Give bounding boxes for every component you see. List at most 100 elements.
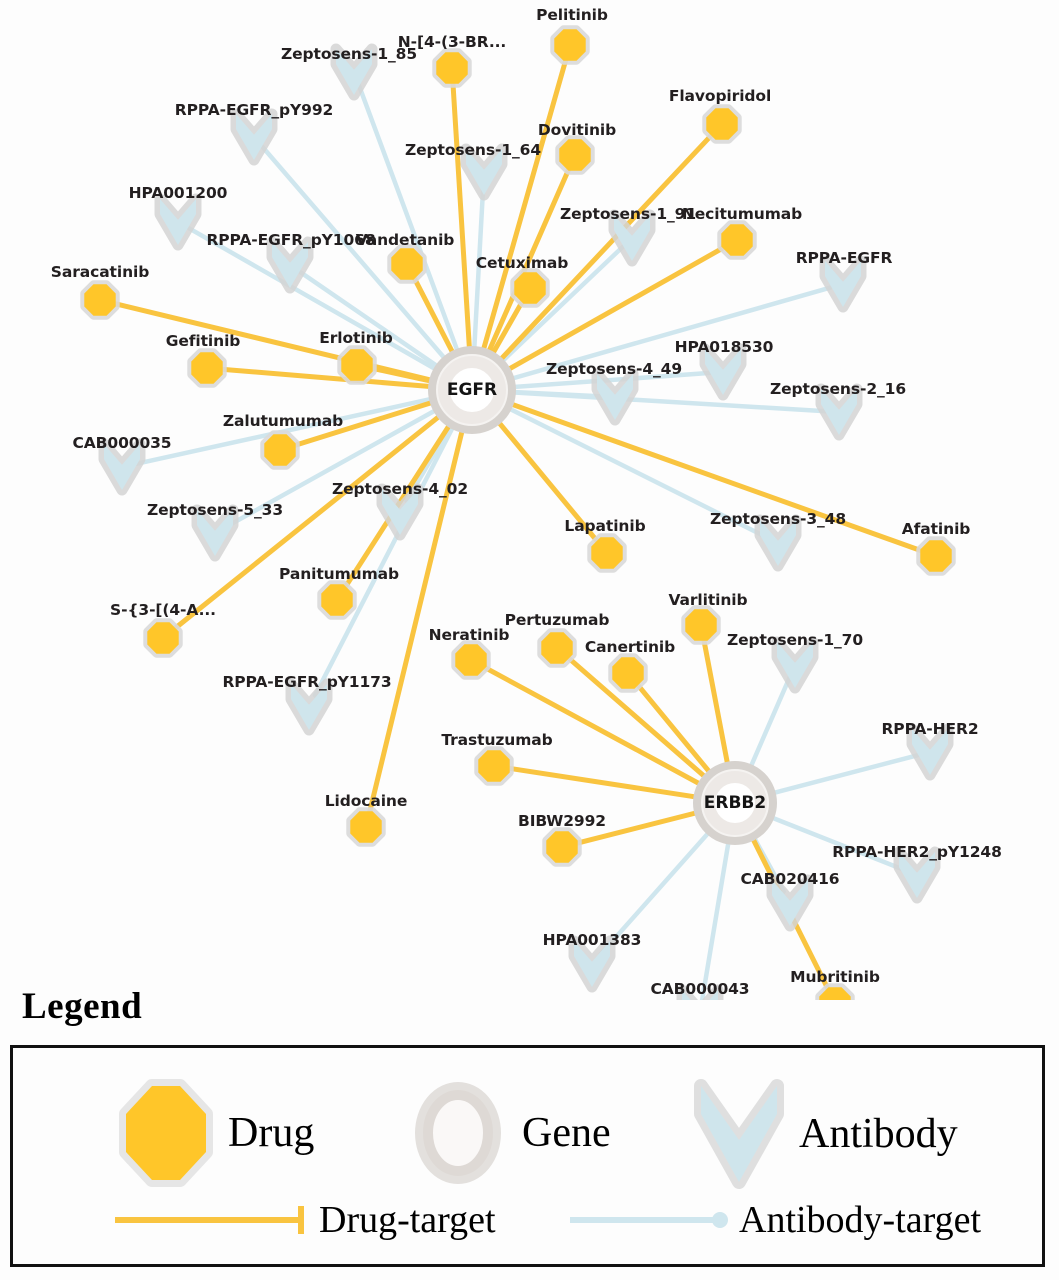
edge-line[interactable] [187, 226, 443, 375]
drug-node[interactable] [337, 345, 377, 385]
legend-label-drug-target: Drug-target [319, 1199, 496, 1241]
antibody-node[interactable] [906, 723, 954, 781]
antibody-node[interactable] [754, 514, 802, 572]
legend: Legend Drug Gene [0, 985, 1059, 1280]
edge-line[interactable] [298, 270, 445, 372]
edge-line[interactable] [503, 399, 927, 555]
antibody-node[interactable] [266, 236, 314, 294]
edge-line[interactable] [479, 663, 708, 790]
antibody-node[interactable] [285, 678, 333, 736]
drug-node[interactable] [317, 580, 357, 620]
drug-node[interactable] [80, 280, 120, 320]
antibody-icon [336, 49, 372, 95]
drug-icon [706, 108, 738, 140]
antibody-node[interactable] [230, 108, 278, 166]
edge-line[interactable] [224, 405, 443, 529]
drug-node[interactable] [542, 827, 582, 867]
edge-line[interactable] [170, 410, 447, 633]
edge-line[interactable] [366, 422, 467, 817]
network-graph[interactable] [0, 0, 1059, 1000]
edge-line[interactable] [356, 81, 462, 359]
antibody-node[interactable] [591, 368, 639, 426]
edge-line[interactable] [765, 753, 920, 797]
antibody-node[interactable] [460, 143, 508, 201]
edge-line[interactable] [764, 813, 908, 873]
legend-label-drug: Drug [228, 1110, 315, 1156]
antibody-node[interactable] [766, 874, 814, 932]
edge-line[interactable] [483, 164, 573, 360]
gene-inner-ring [438, 356, 506, 424]
antibody-node[interactable] [191, 504, 239, 562]
edge-line[interactable] [487, 296, 527, 362]
drug-node[interactable] [187, 348, 227, 388]
antibody-node[interactable] [98, 438, 146, 496]
antibody-node[interactable] [676, 984, 724, 1000]
drug-node[interactable] [815, 983, 855, 1000]
edge-line[interactable] [501, 403, 769, 540]
edge-line[interactable] [700, 635, 732, 773]
drug-node[interactable] [260, 430, 300, 470]
antibody-node[interactable] [568, 935, 616, 993]
drug-node[interactable] [702, 104, 742, 144]
edge-line[interactable] [492, 415, 602, 546]
antibody-node[interactable] [815, 383, 863, 441]
edge-line[interactable] [504, 285, 833, 383]
drug-node[interactable] [143, 618, 183, 658]
edge-line[interactable] [598, 826, 715, 957]
antibody-icon [614, 215, 650, 261]
antibody-node[interactable] [376, 483, 424, 541]
drug-node[interactable] [555, 135, 595, 175]
gene-node[interactable] [693, 761, 777, 845]
edge-line[interactable] [367, 365, 440, 385]
drug-node[interactable] [681, 605, 721, 645]
edge-line[interactable] [572, 808, 705, 847]
edge-line[interactable] [746, 674, 793, 775]
drug-icon [591, 537, 623, 569]
edge-line[interactable] [699, 834, 732, 1000]
antibody-icon [694, 1079, 784, 1189]
edge-line[interactable] [217, 366, 439, 390]
edge-line[interactable] [494, 130, 716, 367]
antibody-node[interactable] [819, 255, 867, 313]
edge-line[interactable] [564, 654, 712, 784]
drug-node[interactable] [474, 746, 514, 786]
antibody-node[interactable] [893, 846, 941, 904]
drug-node[interactable] [916, 536, 956, 576]
antibody-icon [272, 242, 308, 288]
antibody-icon [777, 642, 813, 688]
antibody-node[interactable] [608, 209, 656, 267]
drug-node[interactable] [346, 807, 386, 847]
drug-node[interactable] [717, 220, 757, 260]
edge-line[interactable] [289, 398, 441, 449]
drug-node[interactable] [550, 25, 590, 65]
drug-node[interactable] [608, 653, 648, 693]
drug-node[interactable] [432, 48, 472, 88]
drug-node[interactable] [387, 244, 427, 284]
edge-line[interactable] [504, 765, 704, 801]
antibody-node[interactable] [154, 193, 202, 251]
edges-layer [110, 55, 927, 1000]
antibody-node[interactable] [330, 43, 378, 101]
edge-line[interactable] [260, 144, 451, 365]
gene-node[interactable] [428, 346, 516, 434]
edge-line[interactable] [450, 78, 473, 357]
edge-line[interactable] [410, 273, 458, 361]
legend-label-gene: Gene [522, 1110, 611, 1156]
antibody-node[interactable] [699, 343, 747, 401]
edge-line[interactable] [479, 55, 569, 358]
edge-line[interactable] [471, 182, 486, 357]
antibody-node[interactable] [771, 636, 819, 694]
drug-node[interactable] [537, 628, 577, 668]
drug-icon [119, 1079, 213, 1187]
network-canvas[interactable]: Zeptosens-1_85 RPPA-EGFR_pY992 Zeptosens-1… [0, 0, 1059, 1000]
edge-line[interactable] [312, 419, 458, 698]
legend-edge-row: Drug-target Antibody-target [13, 1200, 1042, 1260]
drug-icon [341, 349, 373, 381]
edge-line[interactable] [633, 680, 716, 780]
edge-line[interactable] [505, 389, 829, 414]
edge-line[interactable] [500, 243, 729, 375]
drug-node[interactable] [451, 640, 491, 680]
edge-line[interactable] [495, 244, 625, 368]
drug-node[interactable] [510, 268, 550, 308]
drug-node[interactable] [587, 533, 627, 573]
